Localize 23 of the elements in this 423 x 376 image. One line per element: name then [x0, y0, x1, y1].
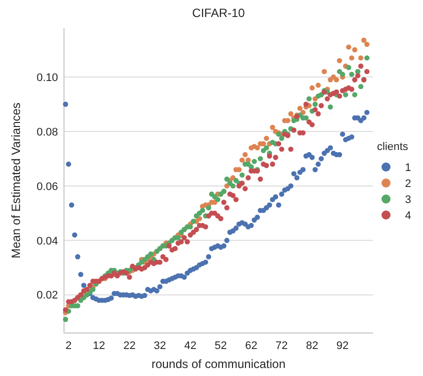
y-tick-label: 0.04 [36, 235, 58, 248]
x-tick-label: 92 [336, 340, 349, 352]
x-tick-label: 32 [154, 340, 166, 352]
legend-label: 4 [405, 210, 412, 222]
x-axis-title: rounds of communication [151, 357, 286, 371]
legend-label: 1 [405, 162, 412, 174]
y-tick-label: 0.08 [36, 126, 58, 138]
legend-label: 3 [405, 194, 412, 206]
y-tick-label: 0.10 [36, 72, 58, 84]
y-tick-label: 0.06 [36, 180, 58, 193]
x-tick-label: 52 [214, 340, 227, 352]
x-tick-label: 82 [306, 340, 318, 352]
legend-title: clients [377, 141, 409, 153]
y-axis-title: Mean of Estimated Variances [9, 102, 23, 258]
x-tick-label: 2 [66, 340, 72, 352]
x-tick-label: 22 [123, 340, 136, 352]
x-tick-label: 12 [92, 340, 106, 352]
legend-label: 2 [405, 178, 412, 190]
x-tick-label: 42 [184, 340, 196, 352]
x-tick-label: 62 [245, 340, 258, 352]
y-tick-label: 0.02 [36, 290, 58, 302]
x-tick-label: 72 [276, 340, 288, 352]
chart-title: CIFAR-10 [192, 6, 246, 20]
